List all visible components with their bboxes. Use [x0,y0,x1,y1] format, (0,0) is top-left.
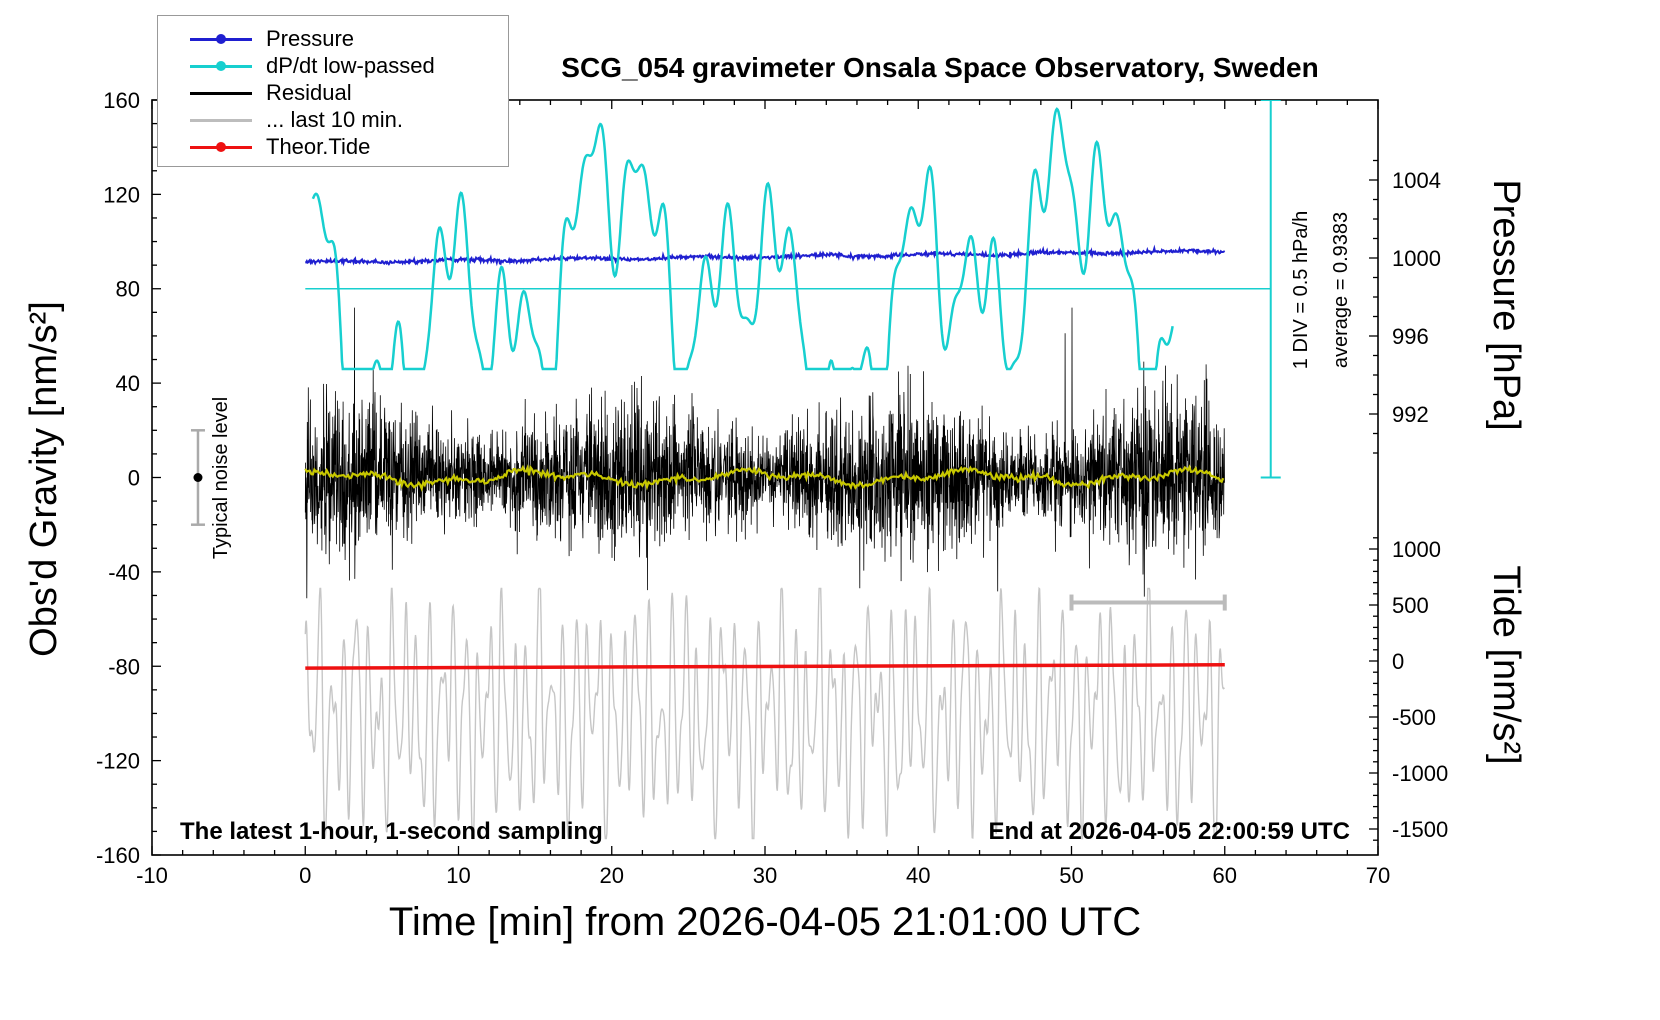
svg-text:-160: -160 [96,843,140,868]
legend-sample-tide [190,140,252,154]
svg-text:30: 30 [753,863,777,888]
svg-text:0: 0 [1392,649,1404,674]
svg-text:-40: -40 [108,560,140,585]
ten-min-scale-bar [1069,594,1227,611]
svg-text:-500: -500 [1392,705,1436,730]
legend-label: Theor.Tide [266,133,371,159]
x-axis-title: Time [min] from 2026-04-05 21:01:00 UTC [388,900,1142,944]
svg-text:60: 60 [1213,863,1237,888]
chart-title: SCG_054 gravimeter Onsala Space Observat… [561,52,1319,83]
legend-sample-last10 [190,113,252,127]
legend-sample-pressure [190,32,252,46]
series-group [190,100,1281,840]
svg-text:20: 20 [600,863,624,888]
legend-row: Theor.Tide [158,133,508,160]
div-scale-bar [1260,100,1281,479]
bottom-right-note: End at 2026-04-05 22:00:59 UTC [988,818,1351,845]
bottom-left-note: The latest 1-hour, 1-second sampling [180,818,603,845]
residual-series [304,307,1225,599]
svg-text:50: 50 [1059,863,1083,888]
last-10-min-series [304,586,1225,840]
svg-text:160: 160 [103,88,140,113]
residual-lowpassed-series [304,464,1225,493]
legend-label: Pressure [266,25,355,51]
noise-level-dot [193,473,203,482]
svg-text:992: 992 [1392,402,1429,427]
svg-text:40: 40 [116,371,140,396]
svg-text:1000: 1000 [1392,537,1441,562]
svg-text:-120: -120 [96,749,140,774]
svg-text:1004: 1004 [1392,168,1441,193]
legend-row: Pressure [158,25,508,52]
svg-text:0: 0 [128,466,140,491]
svg-text:70: 70 [1366,863,1390,888]
svg-text:1000: 1000 [1392,246,1441,271]
theor-tide-series [305,663,1225,670]
svg-text:996: 996 [1392,324,1429,349]
legend-sample-residual [190,86,252,100]
svg-text:40: 40 [906,863,930,888]
dpdt-lowpassed-series [311,107,1174,371]
legend-sample-dpdt [190,59,252,73]
svg-text:120: 120 [103,182,140,207]
legend-row: ... last 10 min. [158,106,508,133]
tide-axis-title: Tide [nm/s²] [1485,565,1527,765]
pressure-series [305,244,1226,267]
legend-label: Residual [266,79,352,105]
svg-text:-10: -10 [136,863,168,888]
y-left-axis-title: Obs'd Gravity [nm/s²] [23,301,65,657]
svg-text:-1500: -1500 [1392,817,1448,842]
svg-text:0: 0 [299,863,311,888]
tick-labels: -10 0 10 20 30 40 50 60 70 -160 -120 -80 -40 0 40 80 120… [96,88,1448,888]
legend-row: Residual [158,79,508,106]
svg-text:-1000: -1000 [1392,761,1448,786]
legend-label: ... last 10 min. [266,106,403,132]
noise-level-label: Typical noise level [210,396,232,560]
svg-text:-80: -80 [108,654,140,679]
svg-text:80: 80 [116,277,140,302]
legend-box: Pressure dP/dt low-passed Residual ... l… [157,15,509,167]
legend-row: dP/dt low-passed [158,52,508,79]
legend-label: dP/dt low-passed [266,52,435,78]
div-annotation: 1 DIV = 0.5 hPa/h [1290,210,1312,370]
svg-text:500: 500 [1392,593,1429,618]
svg-text:10: 10 [446,863,470,888]
average-annotation: average = 0.9383 [1330,211,1352,369]
